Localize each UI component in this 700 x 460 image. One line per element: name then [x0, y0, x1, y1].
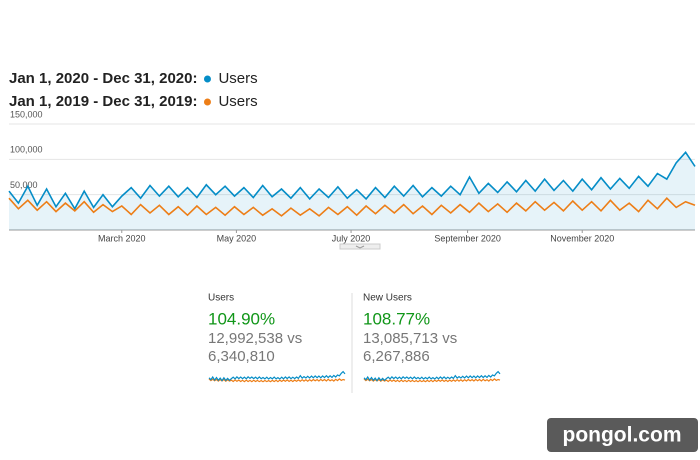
x-tick-label: September 2020: [434, 233, 501, 243]
legend-range: Jan 1, 2020 - Dec 31, 2020:: [9, 70, 197, 87]
scorecard-change: 104.90%: [208, 309, 275, 328]
collapse-icon: [355, 245, 365, 249]
scorecard-title: New Users: [363, 293, 412, 304]
x-tick-label: May 2020: [217, 233, 257, 243]
scorecard-current: 12,992,538 vs: [208, 330, 302, 347]
scorecard-previous: 6,267,886: [363, 348, 430, 365]
scorecard-previous: 6,340,810: [208, 348, 275, 365]
sparkline: [208, 378, 346, 383]
legend-range: Jan 1, 2019 - Dec 31, 2019:: [9, 93, 197, 110]
y-tick-label: 100,000: [10, 145, 43, 155]
sparkline: [363, 370, 501, 382]
legend-label: Users: [218, 93, 257, 110]
series-line: [8, 150, 696, 211]
scorecard-change: 108.77%: [363, 309, 430, 328]
legend-dot: [203, 98, 211, 106]
sparkline: [208, 370, 346, 382]
collapse-tab[interactable]: [339, 243, 381, 250]
scorecard-current: 13,085,713 vs: [363, 330, 457, 347]
watermark: pongol.com: [563, 424, 682, 447]
series-line: [8, 197, 696, 217]
watermark-bg: [547, 418, 698, 452]
series-area: [9, 152, 695, 230]
y-tick-label: 50,000: [10, 180, 38, 190]
sparkline: [363, 378, 501, 383]
legend-label: Users: [218, 70, 257, 87]
x-tick-label: November 2020: [550, 233, 614, 243]
x-tick-label: March 2020: [98, 233, 146, 243]
y-tick-label: 150,000: [10, 109, 43, 119]
x-tick-label: July 2020: [332, 233, 371, 243]
scorecard-title: Users: [208, 293, 234, 304]
legend-dot: [203, 75, 211, 83]
